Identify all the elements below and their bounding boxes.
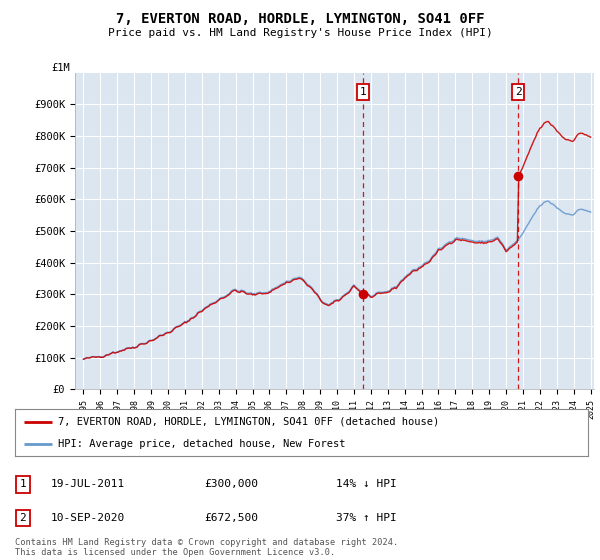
Text: 7, EVERTON ROAD, HORDLE, LYMINGTON, SO41 0FF (detached house): 7, EVERTON ROAD, HORDLE, LYMINGTON, SO41…	[58, 417, 439, 427]
Text: 2: 2	[19, 513, 26, 523]
Text: Contains HM Land Registry data © Crown copyright and database right 2024.
This d: Contains HM Land Registry data © Crown c…	[15, 538, 398, 557]
Text: £300,000: £300,000	[204, 479, 258, 489]
Text: 7, EVERTON ROAD, HORDLE, LYMINGTON, SO41 0FF: 7, EVERTON ROAD, HORDLE, LYMINGTON, SO41…	[116, 12, 484, 26]
Text: 19-JUL-2011: 19-JUL-2011	[51, 479, 125, 489]
Text: HPI: Average price, detached house, New Forest: HPI: Average price, detached house, New …	[58, 438, 346, 449]
Text: 10-SEP-2020: 10-SEP-2020	[51, 513, 125, 523]
Text: 1: 1	[19, 479, 26, 489]
Text: 37% ↑ HPI: 37% ↑ HPI	[336, 513, 397, 523]
Text: 1: 1	[359, 87, 367, 97]
Text: 2: 2	[515, 87, 521, 97]
Text: £1M: £1M	[51, 63, 70, 73]
Text: 14% ↓ HPI: 14% ↓ HPI	[336, 479, 397, 489]
Text: £672,500: £672,500	[204, 513, 258, 523]
Text: Price paid vs. HM Land Registry's House Price Index (HPI): Price paid vs. HM Land Registry's House …	[107, 28, 493, 38]
